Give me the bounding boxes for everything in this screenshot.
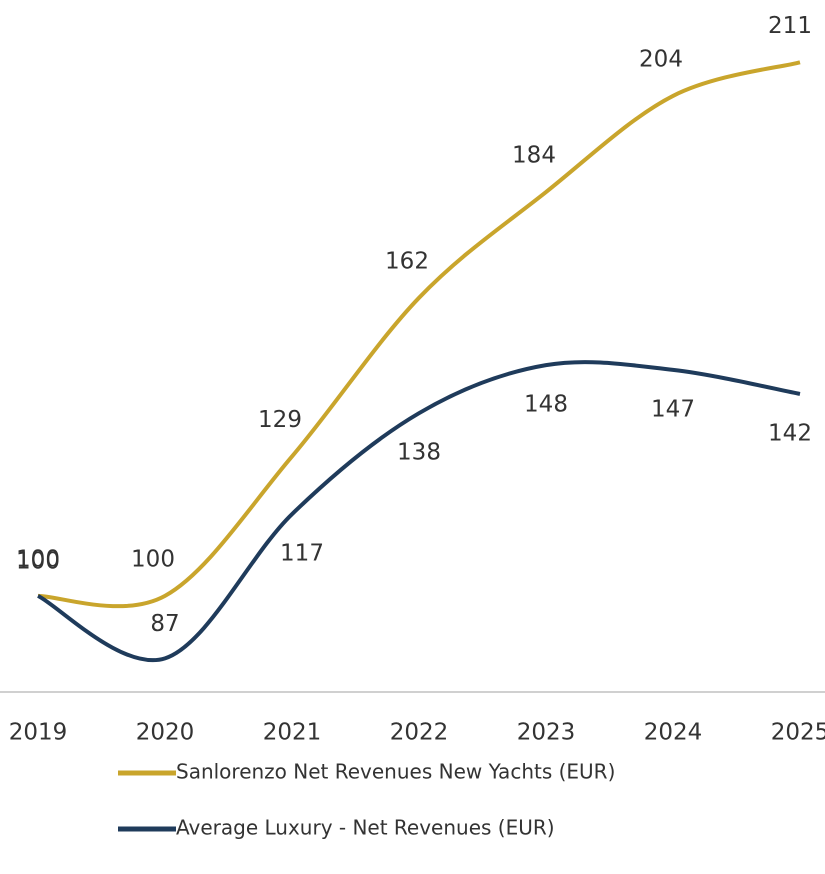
legend-label: Average Luxury - Net Revenues (EUR)	[176, 816, 555, 840]
series-line	[37, 360, 801, 663]
series-line	[37, 60, 801, 609]
data-label: 142	[768, 420, 812, 446]
x-tick-label: 2022	[390, 720, 449, 746]
data-label: 100	[131, 546, 175, 572]
x-tick-label: 2021	[263, 720, 322, 746]
data-label: 162	[385, 248, 429, 274]
x-tick-label: 2020	[136, 720, 195, 746]
x-tick-label: 2023	[517, 720, 576, 746]
data-label: 87	[150, 611, 179, 637]
data-label: 211	[768, 13, 812, 39]
x-tick-label: 2019	[9, 720, 68, 746]
x-tick-label: 2024	[644, 720, 703, 746]
data-label: 100	[16, 546, 60, 572]
data-label: 147	[651, 396, 695, 422]
data-label: 138	[397, 440, 441, 466]
legend-label: Sanlorenzo Net Revenues New Yachts (EUR)	[176, 760, 615, 784]
data-label: 100	[16, 548, 60, 574]
data-label: 117	[280, 541, 324, 567]
data-label: 204	[639, 46, 683, 72]
data-label: 184	[512, 143, 556, 169]
data-label: 148	[524, 392, 568, 418]
data-label: 129	[258, 407, 302, 433]
x-tick-label: 2025	[771, 720, 825, 746]
